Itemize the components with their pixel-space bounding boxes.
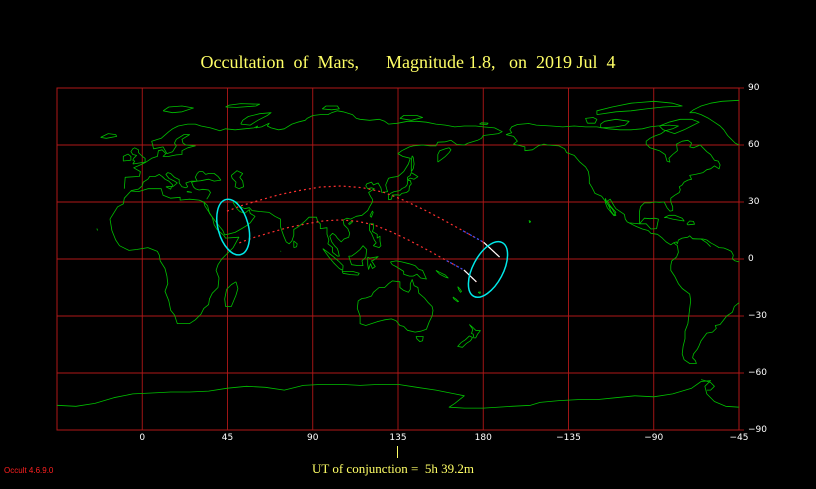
lat-tick-label: 90 xyxy=(748,83,760,93)
italy-sicily xyxy=(165,186,172,190)
sulawesi xyxy=(367,256,379,270)
greenland-coast xyxy=(689,99,740,114)
south-asia-coast xyxy=(255,110,503,257)
iceland-coast xyxy=(100,133,118,139)
map-title: Occultation of Mars, Magnitude 1.8, on 2… xyxy=(200,52,616,72)
sumatra xyxy=(322,248,344,271)
cuba xyxy=(664,214,685,222)
hainan xyxy=(348,220,353,225)
arabia-coast xyxy=(203,200,270,236)
lon-tick-label: 180 xyxy=(474,433,492,443)
madagascar-coast xyxy=(224,281,239,307)
kamchatka xyxy=(437,147,452,163)
new-caledonia xyxy=(452,296,459,303)
lon-tick-label: 45 xyxy=(221,433,234,443)
map-grid xyxy=(56,87,744,431)
south-america-north-coast xyxy=(692,238,740,263)
arctic-islands xyxy=(596,100,683,115)
britain-coast xyxy=(130,147,146,165)
cape-verde xyxy=(96,228,99,231)
lon-tick-label: −90 xyxy=(644,433,664,443)
borneo xyxy=(348,245,368,266)
path-north-end xyxy=(483,241,501,258)
banks-island xyxy=(585,117,598,124)
new-siberian-islands xyxy=(399,115,423,121)
lon-tick-label: 90 xyxy=(307,433,319,443)
baffin-island xyxy=(659,118,700,134)
new-zealand-north xyxy=(469,324,481,339)
path-south-limit xyxy=(239,219,477,283)
wrangel-island xyxy=(479,122,489,125)
sakhalin xyxy=(410,155,415,172)
greenland-south xyxy=(689,112,740,146)
solomon-islands xyxy=(435,270,449,279)
taiwan xyxy=(369,210,374,218)
philippines xyxy=(369,223,382,248)
caspian-coast xyxy=(230,170,244,190)
vanuatu xyxy=(457,286,462,293)
lat-tick-label: −60 xyxy=(748,368,767,378)
australia-coast xyxy=(356,279,434,333)
tasmania xyxy=(415,336,424,342)
franz-josef-land xyxy=(225,103,261,108)
antarctic-peninsula xyxy=(700,379,715,391)
lat-tick-label: 60 xyxy=(748,140,760,150)
lon-tick-label: 135 xyxy=(389,433,407,443)
conjunction-time: UT of conjunction = 5h 39.2m xyxy=(312,461,474,476)
svalbard xyxy=(162,105,194,114)
gulf-of-mexico-coast xyxy=(629,217,659,230)
software-version: Occult 4.6.9.0 xyxy=(4,466,54,475)
novaya-zemlya xyxy=(240,112,272,126)
us-gulf-atlantic-coast xyxy=(505,123,721,224)
path-end-ellipse xyxy=(467,240,509,298)
lat-tick-label: 30 xyxy=(748,197,760,207)
crete-cyprus xyxy=(186,191,192,193)
conjunction-tick xyxy=(397,446,398,458)
java xyxy=(341,271,360,276)
africa-coast xyxy=(109,188,240,324)
path-south-night-segment xyxy=(446,260,465,271)
occultation-path xyxy=(216,185,509,298)
lon-tick-label: −45 xyxy=(729,433,749,443)
hawaii xyxy=(528,220,531,224)
path-north-limit xyxy=(226,185,501,258)
lon-tick-label: −135 xyxy=(556,433,581,443)
severnaya-zemlya xyxy=(321,105,340,111)
fiji xyxy=(477,291,481,294)
ireland-coast xyxy=(122,153,132,162)
hispaniola xyxy=(686,220,695,226)
south-america-coast xyxy=(670,242,740,364)
victoria-island xyxy=(600,118,630,129)
new-zealand-south xyxy=(457,335,473,348)
europe-coast xyxy=(123,123,258,189)
path-start-ellipse xyxy=(216,198,251,256)
coastlines xyxy=(56,99,740,409)
hokkaido xyxy=(407,172,419,181)
lon-tick-label: 0 xyxy=(139,433,146,443)
japan xyxy=(388,180,412,201)
ceylon xyxy=(293,240,298,248)
mediterranean-north-coast xyxy=(130,171,222,200)
lat-tick-label: 0 xyxy=(748,254,754,264)
new-guinea xyxy=(390,260,427,280)
north-america-coast xyxy=(505,134,711,247)
lat-tick-label: −30 xyxy=(748,311,767,321)
baja-california xyxy=(605,198,617,217)
antarctica-coast xyxy=(56,380,740,409)
lat-tick-label: −90 xyxy=(748,425,767,435)
